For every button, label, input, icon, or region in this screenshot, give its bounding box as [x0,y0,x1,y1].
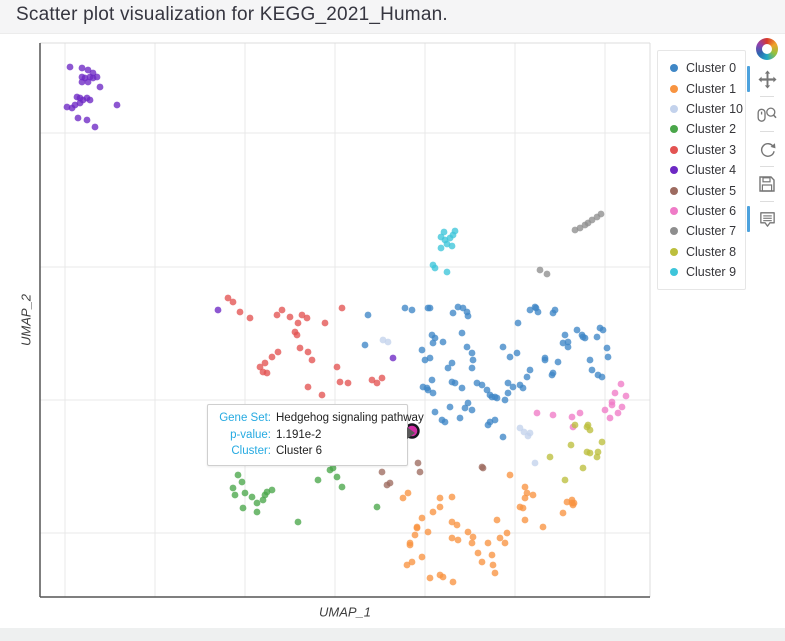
legend-item-label: Cluster 2 [686,122,737,137]
bokeh-logo-icon[interactable] [756,38,778,60]
series-cluster-7 [536,210,605,278]
legend-item-label: Cluster 4 [686,163,737,178]
legend-swatch-icon [670,104,678,113]
legend-swatch-icon [670,84,678,93]
legend-item-label: Cluster 0 [686,61,737,76]
tooltip-row: p-value: 1.191e-2 [212,427,399,444]
pan-icon [757,69,777,89]
save-icon [758,175,776,193]
legend: Cluster 0 Cluster 1 Cluster 10 Cluster 2 Clu… [657,50,746,291]
toolbar-divider [760,131,774,132]
hover-tool-button[interactable] [747,206,780,232]
series-cluster-2 [229,452,381,526]
x-axis-label: UMAP_1 [318,604,372,620]
tooltip-row: Cluster: Cluster 6 [212,443,399,460]
legend-swatch-icon [670,227,678,236]
tooltip-row: Gene Set: Hedgehog signaling pathway [212,410,424,427]
series-cluster-8 [546,421,606,484]
legend-swatch-icon [670,206,678,215]
legend-swatch-icon [670,145,678,154]
legend-swatch-icon [670,64,678,73]
legend-item-label: Cluster 5 [686,183,737,198]
legend-swatch-icon [670,247,678,256]
series-cluster-6 [533,380,630,431]
legend-item[interactable]: Cluster 2 [658,119,745,139]
legend-item[interactable]: Cluster 1 [658,78,745,98]
pan-tool-button[interactable] [747,66,780,92]
legend-item[interactable]: Cluster 0 [658,58,745,78]
series-cluster-1 [399,471,578,586]
legend-swatch-icon [670,186,678,195]
tooltip: Gene Set: Hedgehog signaling pathway p-val… [207,404,424,466]
toolbar-divider [760,166,774,167]
legend-item[interactable]: Cluster 8 [658,242,745,262]
reset-icon [758,140,777,159]
legend-item-label: Cluster 3 [686,142,737,157]
series-cluster-3 [224,294,386,399]
legend-item[interactable]: Cluster 7 [658,221,745,241]
toolbar-divider [760,201,774,202]
hover-icon [758,210,777,229]
y-axis-label: UMAP_2 [18,293,34,347]
title-bar: Scatter plot visualization for KEGG_2021… [0,0,785,34]
legend-item-label: Cluster 1 [686,81,737,96]
tooltip-field-value: Cluster 6 [276,445,323,457]
tooltip-field-label: p-value: [230,428,271,441]
legend-item-label: Cluster 9 [686,265,737,280]
legend-item-label: Cluster 6 [686,203,737,218]
tooltip-field-value: Hedgehog signaling pathway [276,412,424,424]
legend-item[interactable]: Cluster 4 [658,160,745,180]
legend-item-label: Cluster 7 [686,224,737,239]
toolbar-divider [760,96,774,97]
series-cluster-0 [361,303,612,441]
series-cluster-10 [379,336,539,467]
legend-item[interactable]: Cluster 6 [658,201,745,221]
page-title: Scatter plot visualization for KEGG_2021… [16,4,448,25]
series-cluster-9 [429,227,459,276]
legend-swatch-icon [670,166,678,175]
legend-swatch-icon [670,268,678,277]
save-tool-button[interactable] [754,171,780,197]
toolbar [747,36,783,234]
tooltip-field-value: 1.191e-2 [276,428,322,441]
legend-item[interactable]: Cluster 10 [658,99,745,119]
legend-item[interactable]: Cluster 5 [658,180,745,200]
plot-canvas: UMAP_2 UMAP_1 Cluster 0 Cluster 1 Cluster … [0,34,785,628]
reset-tool-button[interactable] [754,136,780,162]
legend-item[interactable]: Cluster 3 [658,140,745,160]
tooltip-field-label: Gene Set: [219,412,271,424]
legend-item[interactable]: Cluster 9 [658,262,745,282]
tooltip-field-label: Cluster: [231,445,271,457]
series-cluster-4 [63,63,397,362]
wheel-zoom-icon [757,105,777,124]
legend-swatch-icon [670,125,678,134]
legend-item-label: Cluster 10 [686,101,743,116]
legend-item-label: Cluster 8 [686,244,737,259]
wheel-zoom-tool-button[interactable] [754,101,780,127]
